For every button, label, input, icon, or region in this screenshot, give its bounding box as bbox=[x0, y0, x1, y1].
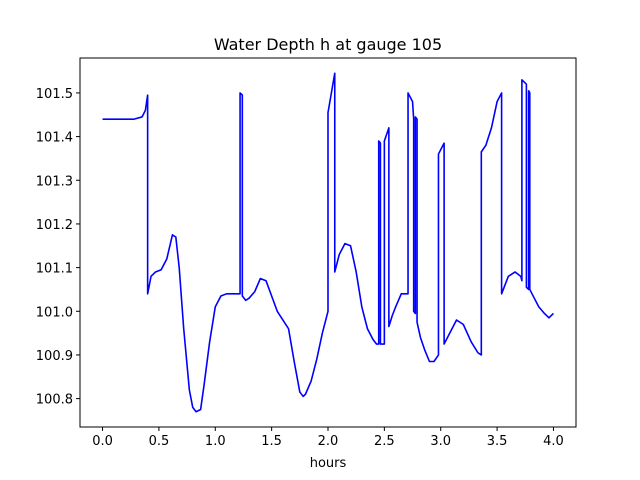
y-tick-label: 101.3 bbox=[36, 174, 73, 189]
y-axis: 100.8 100.9 101.0 101.1 101.2 101.3 101.4 101.5 bbox=[36, 87, 80, 408]
y-tick-label: 101.0 bbox=[36, 305, 73, 320]
x-tick-label: 1.0 bbox=[205, 434, 226, 449]
y-tick-label: 101.1 bbox=[36, 262, 73, 277]
y-tick-label: 101.5 bbox=[36, 87, 73, 102]
y-tick-label: 101.4 bbox=[36, 131, 73, 146]
chart-title: Water Depth h at gauge 105 bbox=[214, 35, 442, 54]
series-line bbox=[102, 72, 555, 413]
plot-frame bbox=[79, 57, 577, 428]
x-tick-label: 2.5 bbox=[374, 434, 395, 449]
x-tick-label: 0.5 bbox=[149, 434, 170, 449]
y-tick-label: 100.9 bbox=[36, 349, 73, 364]
x-tick-label: 3.0 bbox=[430, 434, 451, 449]
x-tick-label: 0.0 bbox=[92, 434, 113, 449]
x-tick-label: 4.0 bbox=[543, 434, 564, 449]
y-tick-label: 100.8 bbox=[36, 393, 73, 408]
y-tick-label: 101.2 bbox=[36, 218, 73, 233]
x-tick-label: 1.5 bbox=[261, 434, 282, 449]
x-tick-label: 2.0 bbox=[318, 434, 339, 449]
x-axis: 0.0 0.5 1.0 1.5 2.0 2.5 3.0 3.5 4.0 bbox=[92, 427, 564, 449]
x-axis-label: hours bbox=[310, 456, 347, 471]
plot-area bbox=[102, 72, 555, 413]
x-tick-label: 3.5 bbox=[487, 434, 508, 449]
